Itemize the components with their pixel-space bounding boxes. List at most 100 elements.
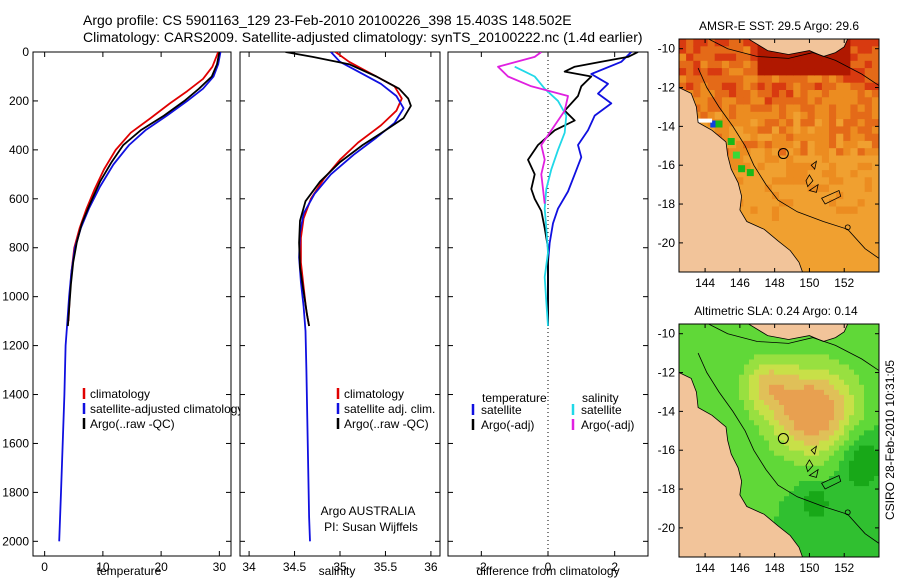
sla-cell	[844, 506, 850, 512]
sst-cell	[800, 90, 808, 98]
sla-cell	[794, 430, 800, 436]
sla-cell	[749, 470, 755, 477]
sst-cell	[764, 228, 773, 237]
sla-cell	[699, 354, 705, 360]
sla-cell	[769, 435, 775, 441]
sla-cell	[694, 369, 700, 376]
sla-cell	[759, 425, 765, 431]
sla-cell	[769, 491, 775, 497]
sla-cell	[734, 359, 740, 366]
sst-cell	[757, 82, 766, 91]
sla-cell	[874, 526, 879, 533]
sst-cell	[871, 155, 879, 164]
sla-cell	[809, 511, 815, 517]
sst-cell	[821, 213, 830, 222]
sst-cell	[679, 68, 687, 76]
sst-cell	[821, 228, 830, 237]
sla-cell	[839, 531, 845, 538]
sst-cell	[721, 75, 730, 84]
sst-cell	[836, 242, 844, 251]
sst-cell	[743, 39, 751, 47]
sla-cell	[724, 349, 730, 355]
sla-cell	[714, 364, 720, 371]
sla-cell	[869, 430, 875, 436]
sla-cell	[724, 405, 730, 411]
sla-cell	[774, 425, 780, 431]
sla-cell	[769, 374, 775, 381]
sla-cell	[804, 511, 810, 517]
sla-cell	[849, 374, 855, 381]
sla-cell	[854, 430, 860, 436]
sla-cell	[754, 465, 760, 472]
sla-cell	[849, 415, 855, 421]
sst-cell	[829, 133, 837, 142]
difference-legend: temperature salinitysatelliteArgo(-adj)sa…	[471, 391, 634, 432]
sla-cell	[704, 339, 710, 345]
sla-cell	[819, 364, 825, 371]
sla-cell	[849, 400, 855, 406]
sst-cell	[807, 264, 816, 272]
sst-cell	[743, 148, 751, 156]
sst-cell	[736, 46, 744, 55]
sst-cell	[836, 126, 844, 135]
sla-cell	[739, 491, 745, 497]
sla-cell	[804, 374, 810, 381]
sla-cell	[804, 389, 810, 396]
sla-cell	[724, 415, 730, 421]
sst-cell	[836, 119, 844, 127]
sla-cell	[809, 384, 815, 391]
sla-cell	[844, 344, 850, 350]
sla-cell	[864, 369, 870, 376]
sla-cell	[839, 440, 845, 447]
sla-cell	[814, 369, 820, 376]
sst-cell	[807, 213, 816, 222]
sla-cell	[834, 460, 840, 467]
sst-cell	[857, 111, 866, 120]
sla-cell	[809, 435, 815, 441]
sla-cell	[759, 379, 765, 386]
sst-cell	[843, 191, 851, 200]
sla-cell	[789, 440, 795, 447]
temperature-axes-frame	[32, 51, 232, 557]
sla-cell	[774, 501, 780, 507]
sst-cell	[707, 111, 716, 120]
sla-cell	[784, 400, 790, 406]
map-y-tick-label: -10	[658, 327, 676, 341]
sla-cell	[869, 501, 875, 507]
sst-cell	[786, 155, 794, 164]
sla-cell	[764, 405, 770, 411]
sla-cell	[724, 359, 730, 366]
sla-cell	[874, 394, 879, 401]
sst-cell	[800, 221, 808, 229]
sla-cell	[694, 324, 700, 330]
sst-cell	[843, 235, 851, 244]
sla-cell	[774, 369, 780, 376]
sla-cell	[714, 410, 720, 416]
sla-cell	[849, 324, 855, 330]
sla-cell	[759, 344, 765, 350]
sla-cell	[759, 491, 765, 497]
sla-cell	[864, 364, 870, 371]
sla-cell	[874, 364, 879, 371]
sst-cell	[729, 60, 737, 69]
sla-cell	[709, 369, 715, 376]
sst-cell	[736, 75, 744, 84]
sla-cell	[754, 354, 760, 360]
sla-cell	[774, 420, 780, 426]
sla-cell	[834, 410, 840, 416]
sla-cell	[869, 551, 875, 557]
sla-cell	[709, 400, 715, 406]
sla-cell	[859, 476, 865, 482]
sla-cell	[819, 476, 825, 482]
sla-cell	[814, 405, 820, 411]
sla-cell	[854, 349, 860, 355]
legend-label: climatology	[90, 387, 150, 401]
sla-cell	[844, 501, 850, 507]
sla-cell	[829, 460, 835, 467]
sst-cell	[743, 140, 751, 149]
sst-cell	[829, 75, 837, 84]
sla-cell	[869, 531, 875, 538]
sla-cell	[849, 501, 855, 507]
sla-cell	[734, 425, 740, 431]
sla-cell	[709, 389, 715, 396]
